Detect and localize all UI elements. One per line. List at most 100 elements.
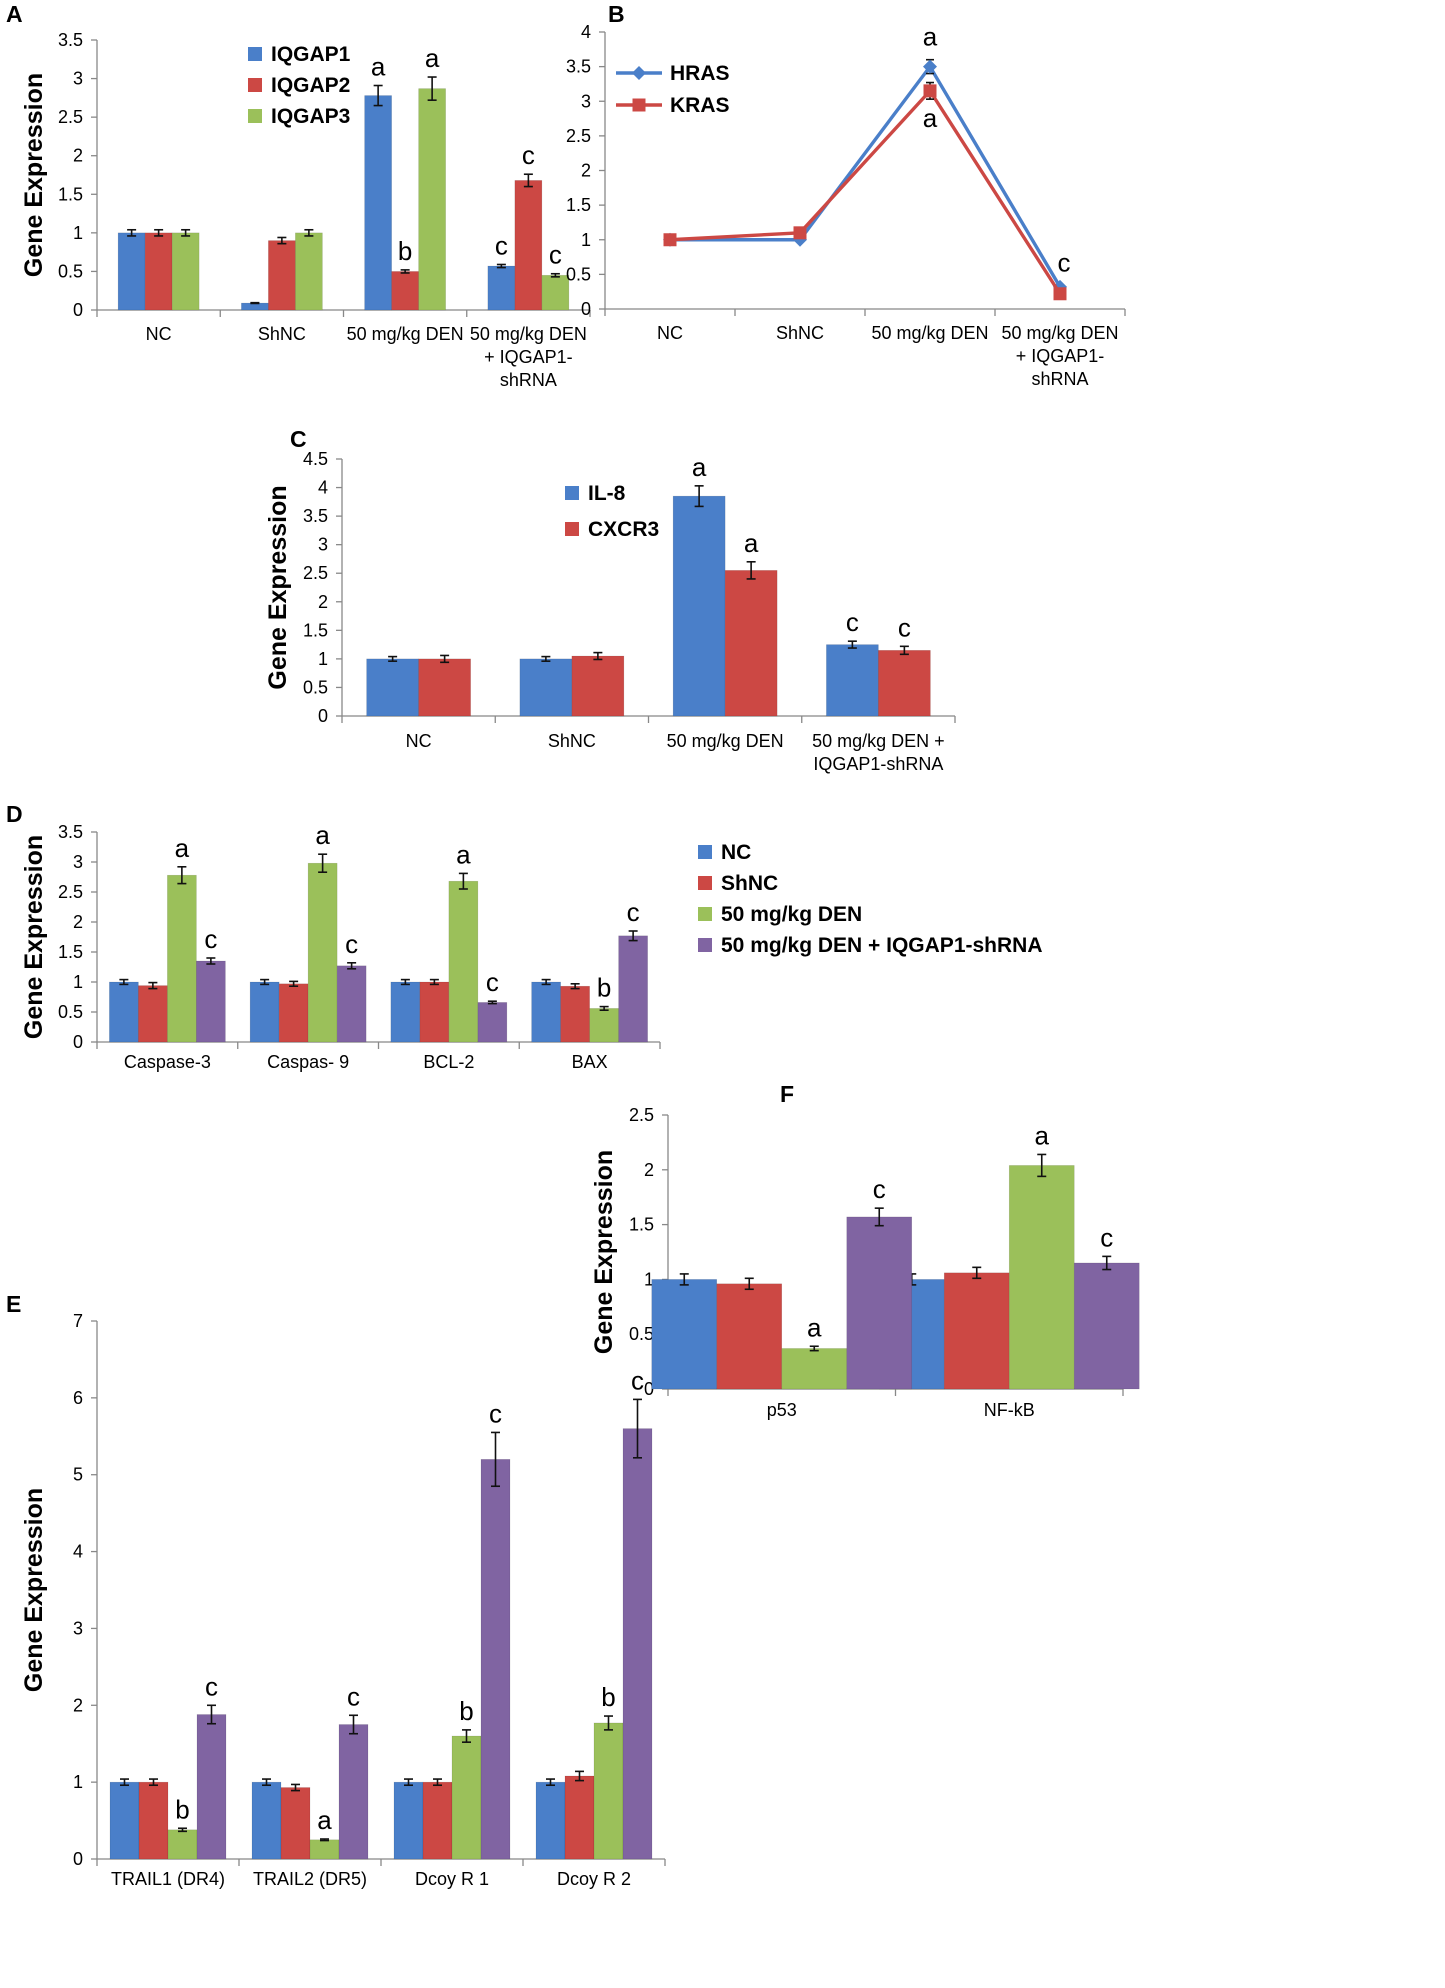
category-label: 50 mg/kg DEN — [470, 324, 587, 344]
category-label: shRNA — [1031, 369, 1088, 389]
bar-50-mg-kg-den-iqgap1-shrna — [622, 1428, 653, 1860]
category-label: + IQGAP1- — [1016, 346, 1105, 366]
bar-50-mg-kg-den — [593, 1722, 624, 1860]
significance-label: b — [601, 1682, 615, 1712]
panel-letter: F — [780, 1081, 794, 1107]
bar-shnc — [278, 983, 309, 1043]
significance-label: b — [175, 1794, 189, 1824]
bar-iqgap1 — [117, 232, 146, 311]
panel-b: B 0 0.5 1 1.5 2 2.5 3 3.5 4 NC ShNC 50 mg/kg DEN 50 m… — [566, 1, 1126, 389]
y-tick-label: 3.5 — [303, 506, 328, 526]
category-label: TRAIL2 (DR5) — [253, 1869, 367, 1889]
category-label: Caspase-3 — [124, 1052, 211, 1072]
y-tick-label: 2.5 — [629, 1105, 654, 1125]
category-label: 50 mg/kg DEN — [1001, 323, 1118, 343]
bar-50-mg-kg-den-iqgap1-shrna — [1073, 1262, 1140, 1390]
bar-50-mg-kg-den — [167, 874, 197, 1043]
bar-50-mg-kg-den-iqgap1-shrna — [477, 1002, 508, 1043]
y-tick-label: 0.5 — [58, 261, 83, 281]
bar-50-mg-kg-den — [448, 880, 479, 1043]
bar-iqgap3 — [171, 232, 200, 311]
y-tick-label: 4 — [73, 1542, 83, 1562]
category-label: 50 mg/kg DEN — [347, 324, 464, 344]
category-label: NC — [657, 323, 683, 343]
significance-label: c — [522, 140, 535, 170]
legend-label: IQGAP1 — [271, 43, 351, 66]
bar-nc — [251, 1781, 282, 1860]
bar-shnc — [138, 1781, 169, 1860]
bar-iqgap1 — [364, 95, 392, 311]
significance-label: c — [489, 1398, 502, 1428]
y-tick-label: 2.5 — [303, 563, 328, 583]
bar-nc — [109, 981, 139, 1043]
y-tick-label: 4 — [318, 478, 328, 498]
bar-shnc — [564, 1775, 595, 1860]
bar-iqgap1 — [487, 265, 516, 311]
y-tick-label: 3.5 — [566, 57, 591, 77]
category-label: shRNA — [500, 370, 557, 390]
bar-shnc — [419, 981, 450, 1043]
category-label: 50 mg/kg DEN — [667, 731, 784, 751]
bar-iqgap3 — [295, 232, 323, 311]
significance-label: c — [1100, 1222, 1113, 1252]
legend-swatch — [248, 109, 262, 123]
panel-c: C 0 0.5 1 1.5 2 2.5 3 3.5 4 4.5 NC ShNC 50 mg/kg DEN 5… — [264, 426, 956, 774]
bar-shnc — [560, 985, 590, 1043]
legend-label: CXCR3 — [588, 518, 659, 541]
bar-nc — [249, 981, 280, 1043]
significance-label: a — [317, 1805, 332, 1835]
y-tick-label: 2 — [644, 1160, 654, 1180]
significance-label: a — [807, 1312, 822, 1342]
y-tick-label: 1.5 — [303, 620, 328, 640]
bar-nc — [109, 1781, 140, 1860]
significance-label: c — [205, 1671, 218, 1701]
bar-shnc — [138, 985, 168, 1043]
y-tick-label: 6 — [73, 1388, 83, 1408]
bar-50-mg-kg-den — [1008, 1165, 1075, 1390]
y-tick-label: 1 — [644, 1269, 654, 1289]
bar-iqgap2 — [514, 180, 543, 311]
bar-iqgap2 — [268, 240, 296, 311]
panel-f: F 0 0.5 1 1.5 2 2.5 p53 NF-kB Gene Expression a a c c — [590, 1081, 1140, 1420]
y-tick-label: 3 — [581, 91, 591, 111]
y-tick-label: 0.5 — [58, 1002, 83, 1022]
y-tick-label: 0 — [581, 299, 591, 319]
y-axis-label: Gene Expression — [20, 73, 48, 277]
y-tick-label: 5 — [73, 1465, 83, 1485]
marker-kras — [1053, 287, 1067, 301]
panel-letter: C — [290, 426, 307, 452]
bar-shnc — [716, 1283, 783, 1390]
significance-label: a — [923, 22, 938, 52]
y-axis-label: Gene Expression — [20, 835, 48, 1039]
y-tick-label: 0 — [73, 300, 83, 320]
series-line-hras — [670, 63, 1062, 288]
series-line-kras — [669, 88, 1062, 295]
significance-label: b — [459, 1696, 473, 1726]
panel-letter: E — [6, 1291, 21, 1317]
y-tick-label: 3 — [73, 1618, 83, 1638]
y-tick-label: 0 — [318, 706, 328, 726]
significance-label: c — [495, 230, 508, 260]
significance-label: a — [1035, 1120, 1050, 1150]
significance-label: c — [486, 967, 499, 997]
bar-shnc — [280, 1787, 311, 1860]
significance-label: a — [425, 43, 440, 73]
category-label: p53 — [767, 1400, 797, 1420]
y-tick-label: 7 — [73, 1311, 83, 1331]
category-label: IQGAP1-shRNA — [813, 754, 943, 774]
legend-marker — [632, 66, 646, 80]
category-label: Dcoy R 1 — [415, 1869, 489, 1889]
legend-label: 50 mg/kg DEN — [721, 903, 862, 926]
y-tick-label: 4 — [581, 22, 591, 42]
bar-50-mg-kg-den — [451, 1735, 482, 1860]
bar-50-mg-kg-den — [309, 1839, 340, 1860]
bar-nc — [390, 981, 421, 1043]
bar-cxcr3 — [724, 570, 778, 717]
panel-a: A 0 0.5 1 1.5 2 2.5 3 3.5 NC ShNC 50 mg/kg DEN 50 mg… — [6, 1, 591, 390]
y-tick-label: 1 — [73, 223, 83, 243]
y-tick-label: 2 — [581, 161, 591, 181]
significance-label: c — [347, 1681, 360, 1711]
significance-label: a — [371, 52, 386, 82]
category-label: 50 mg/kg DEN + — [812, 731, 945, 751]
